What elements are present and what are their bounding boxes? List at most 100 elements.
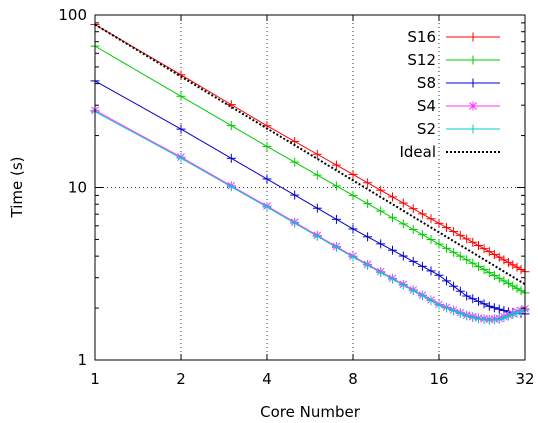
data-point-s12	[474, 261, 484, 271]
data-point-s16	[348, 169, 358, 179]
data-point-s12	[512, 283, 522, 293]
data-point-s8	[426, 266, 436, 276]
legend-label-s2: S2	[417, 120, 436, 138]
data-point-s8	[262, 174, 272, 184]
data-point-s16	[508, 260, 518, 270]
x-tick-label: 2	[176, 370, 186, 388]
data-point-s2	[376, 268, 386, 278]
data-point-s12	[363, 199, 373, 209]
data-point-s16	[494, 252, 504, 262]
data-point-s8	[468, 294, 478, 304]
x-tick-label: 8	[348, 370, 358, 388]
legend-item-s16: S16	[407, 28, 500, 46]
series-s2	[90, 107, 530, 325]
data-point-s8	[462, 291, 472, 301]
data-point-s16	[474, 241, 484, 251]
y-tick-label: 10	[68, 179, 87, 197]
data-point-s16	[489, 249, 499, 259]
data-point-s8	[376, 239, 386, 249]
data-point-s16	[312, 149, 322, 159]
data-point-s2	[290, 218, 300, 228]
data-point-s8	[331, 214, 341, 224]
data-point-s16	[468, 237, 478, 247]
x-tick-label: 4	[262, 370, 272, 388]
data-point-s12	[348, 190, 358, 200]
data-point-s8	[494, 304, 504, 314]
plot-area-background	[95, 15, 525, 360]
grid-lines	[95, 15, 525, 360]
y-axis-label: Time (s)	[8, 157, 26, 219]
data-point-s2	[499, 313, 509, 323]
data-point-s2	[474, 314, 484, 324]
data-point-s12	[376, 206, 386, 216]
data-point-s2	[363, 260, 373, 270]
data-point-s8	[226, 153, 236, 163]
data-point-s8	[474, 296, 484, 306]
data-point-s12	[489, 270, 499, 280]
data-point-s16	[479, 244, 489, 254]
data-point-s12	[388, 213, 398, 223]
y-tick-label: 1	[77, 351, 87, 369]
y-tick-label: 100	[58, 6, 87, 24]
data-point-s16	[442, 223, 452, 233]
data-point-s2	[312, 231, 322, 241]
series-s8	[90, 76, 530, 319]
legend-marker-s12	[468, 55, 478, 65]
data-point-s16	[388, 192, 398, 202]
data-point-s8	[348, 224, 358, 234]
series-s16	[90, 20, 530, 277]
data-point-s16	[417, 209, 427, 219]
data-point-s12	[449, 247, 459, 257]
data-point-s12	[312, 170, 322, 180]
data-point-s8	[408, 256, 418, 266]
data-point-s8	[290, 190, 300, 200]
data-point-s8	[434, 270, 444, 280]
data-point-s12	[455, 251, 465, 261]
data-point-s12	[398, 219, 408, 229]
data-point-s8	[312, 203, 322, 213]
data-point-s16	[434, 218, 444, 228]
data-point-s12	[434, 239, 444, 249]
legend-label-s12: S12	[407, 51, 436, 69]
x-tick-label: 32	[515, 370, 534, 388]
data-point-s2	[503, 311, 513, 321]
data-point-s8	[398, 251, 408, 261]
data-point-s12	[484, 268, 494, 278]
series-s12	[90, 41, 530, 298]
legend-marker-s8	[468, 78, 478, 88]
data-point-s2	[348, 252, 358, 262]
data-point-s8	[442, 276, 452, 286]
data-point-s2	[434, 300, 444, 310]
data-point-s2	[512, 308, 522, 318]
legend-label-s4: S4	[417, 97, 436, 115]
data-point-s16	[398, 198, 408, 208]
data-point-s2	[426, 296, 436, 306]
data-point-s8	[388, 245, 398, 255]
data-point-s16	[516, 264, 526, 274]
data-point-s16	[449, 227, 459, 237]
data-point-s2	[331, 242, 341, 252]
data-point-s16	[512, 262, 522, 272]
data-point-s12	[176, 91, 186, 101]
legend-item-ideal: Ideal	[399, 143, 500, 161]
legend-item-s2: S2	[417, 120, 500, 138]
data-point-s2	[455, 308, 465, 318]
marker-stroke	[469, 102, 477, 110]
x-tick-label: 16	[429, 370, 448, 388]
data-point-s16	[426, 214, 436, 224]
data-point-s16	[484, 247, 494, 257]
data-point-s12	[426, 235, 436, 245]
data-point-s16	[363, 178, 373, 188]
data-point-s2	[494, 314, 504, 324]
legend-item-s12: S12	[407, 51, 500, 69]
x-tick-label: 1	[90, 370, 100, 388]
axis-ticks: 1 2 4 8 16 32 1 10 100	[58, 6, 534, 388]
data-point-s12	[508, 281, 518, 291]
legend-label-s16: S16	[407, 28, 436, 46]
data-point-s8	[363, 232, 373, 242]
data-point-s12	[226, 121, 236, 131]
data-point-s2	[508, 309, 518, 319]
series-layer	[90, 20, 530, 325]
data-point-s12	[503, 278, 513, 288]
